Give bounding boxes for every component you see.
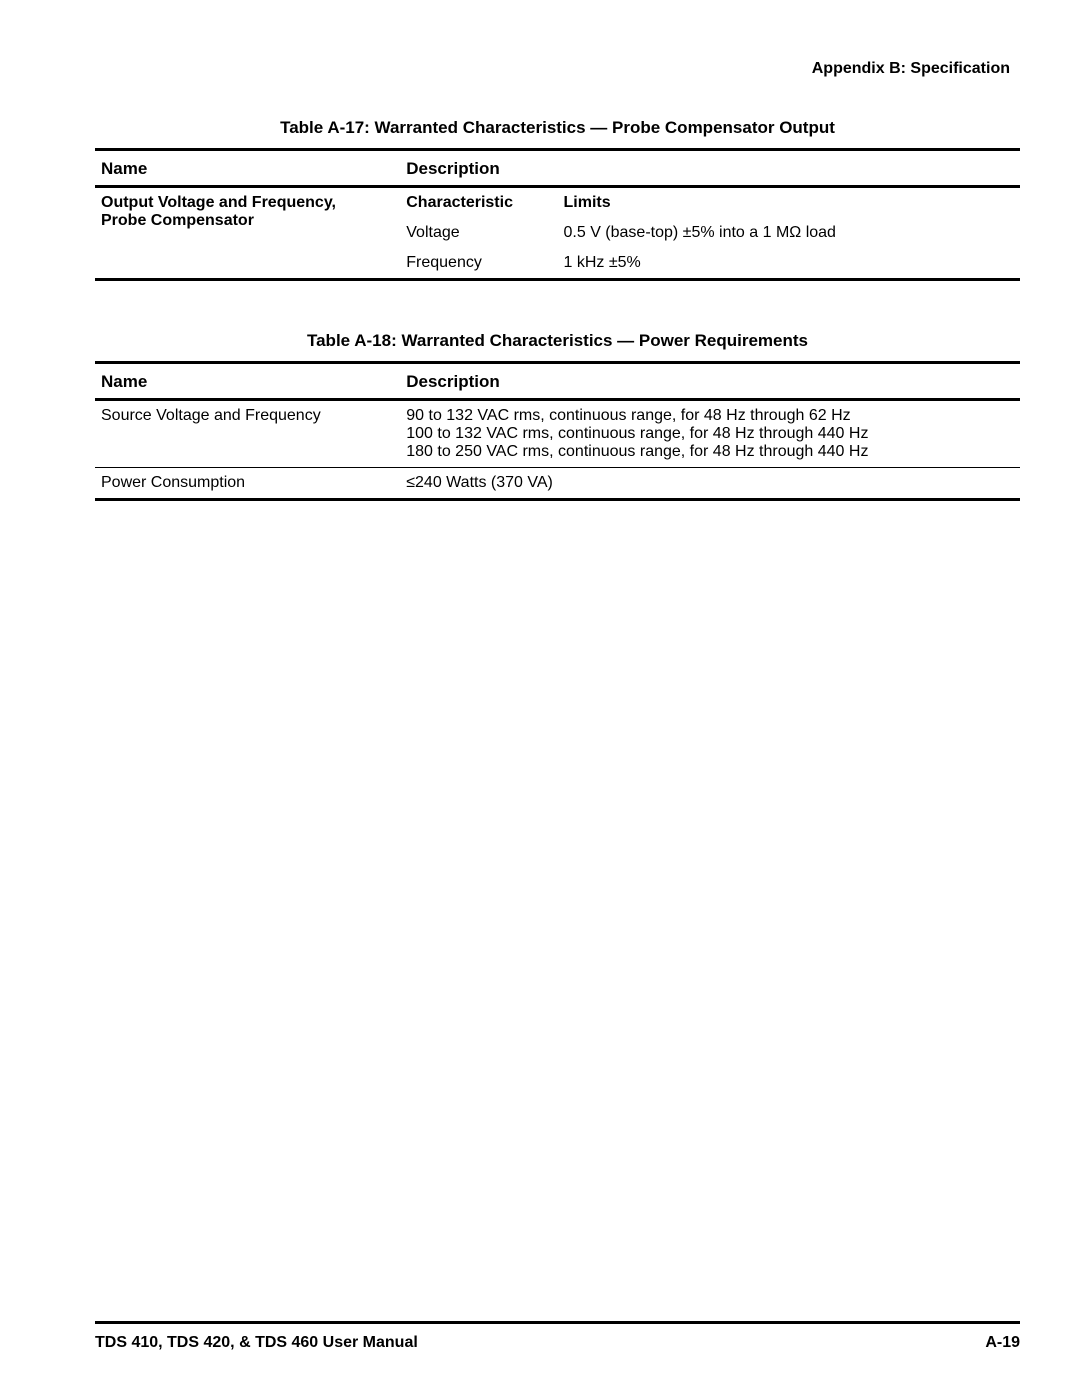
footer-rule [95,1321,1020,1324]
table-a18-row0-desc-l1: 100 to 132 VAC rms, continuous range, fo… [406,425,1014,443]
table-a17-col-name: Name [95,150,400,187]
footer-right: A-19 [985,1334,1020,1352]
table-a18-row0-desc-l2: 180 to 250 VAC rms, continuous range, fo… [406,443,1014,461]
table-a17-row-name-l2: Probe Compensator [101,212,254,229]
table-a17-char-0: Voltage [400,218,557,248]
table-a17-char-1: Frequency [400,248,557,280]
table-a17-row-name: Output Voltage and Frequency, Probe Comp… [95,187,400,280]
table-a18: Table A-18: Warranted Characteristics — … [95,331,1020,501]
table-a18-table: Name Description Source Voltage and Freq… [95,361,1020,501]
table-a17-lim-1: 1 kHz ±5% [558,248,1021,280]
table-a17-row-name-l1: Output Voltage and Frequency, [101,194,336,211]
table-a18-col-desc: Description [400,363,1020,400]
table-a18-row1-name: Power Consumption [95,468,400,500]
table-a17-table: Name Description Output Voltage and Freq… [95,148,1020,281]
table-a17-lim-0: 0.5 V (base-top) ±5% into a 1 MΩ load [558,218,1021,248]
table-a18-row0-desc: 90 to 132 VAC rms, continuous range, for… [400,400,1020,468]
table-a17-subhead-lim: Limits [558,187,1021,219]
table-a17-caption: Table A-17: Warranted Characteristics — … [95,118,1020,138]
table-a18-row1-desc-l0: ≤240 Watts (370 VA) [406,474,1014,492]
table-a17: Table A-17: Warranted Characteristics — … [95,118,1020,281]
table-a18-col-name: Name [95,363,400,400]
table-a18-row1-desc: ≤240 Watts (370 VA) [400,468,1020,500]
table-a17-col-desc: Description [400,150,1020,187]
footer-left: TDS 410, TDS 420, & TDS 460 User Manual [95,1334,418,1352]
table-a18-row0-name: Source Voltage and Frequency [95,400,400,468]
table-a18-row0-desc-l0: 90 to 132 VAC rms, continuous range, for… [406,407,1014,425]
page-header-section: Appendix B: Specification [95,60,1020,78]
table-a18-caption: Table A-18: Warranted Characteristics — … [95,331,1020,351]
page-footer: TDS 410, TDS 420, & TDS 460 User Manual … [95,1321,1020,1352]
table-a17-subhead-char: Characteristic [400,187,557,219]
